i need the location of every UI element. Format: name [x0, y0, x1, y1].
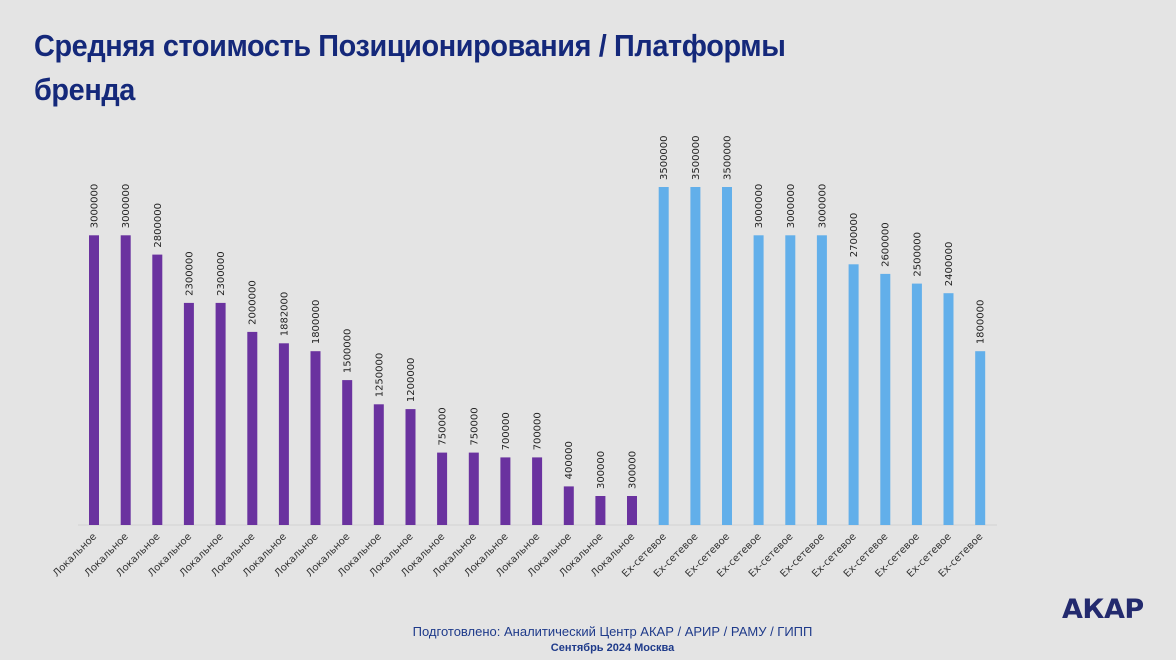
value-label-27: 2500000	[912, 232, 923, 277]
bar-local-8	[310, 351, 321, 525]
value-label-4: 2300000	[184, 251, 195, 296]
value-label-28: 2400000	[944, 242, 955, 287]
value-label-22: 3000000	[754, 184, 765, 229]
value-label-18: 300000	[628, 451, 639, 489]
page-title: Средняя стоимость Позиционирования / Пла…	[34, 24, 797, 112]
bar-local-17	[595, 496, 606, 525]
value-label-11: 1200000	[406, 358, 417, 403]
bar-local-2	[120, 235, 131, 526]
value-label-2: 3000000	[121, 184, 132, 229]
bar-local-1	[89, 235, 99, 526]
value-label-13: 750000	[469, 407, 480, 445]
bar-network-20	[690, 187, 701, 525]
value-labels-group: 3000000 3000000 2800000 2300000 2300000 20000…	[90, 135, 987, 489]
footer-date: Сентябрь 2024 Москва	[550, 642, 675, 654]
value-label-9: 1500000	[343, 329, 354, 374]
value-label-25: 2700000	[849, 213, 860, 258]
value-label-12: 750000	[438, 407, 449, 445]
bar-network-26	[880, 273, 891, 525]
bar-network-27	[911, 283, 922, 525]
bar-network-29	[975, 351, 986, 525]
bar-network-28	[943, 293, 954, 525]
bar-local-9	[342, 380, 353, 525]
akar-logo: АКАР	[1062, 594, 1144, 625]
bar-network-19	[658, 187, 669, 525]
value-label-24: 3000000	[817, 184, 828, 229]
value-label-14: 700000	[501, 412, 512, 450]
bar-network-25	[848, 264, 859, 525]
value-label-7: 1882000	[279, 292, 290, 337]
bar-local-14	[500, 457, 511, 525]
value-label-8: 1800000	[311, 300, 322, 345]
bar-local-4	[183, 302, 194, 525]
bar-local-18	[627, 496, 637, 525]
value-label-20: 3500000	[691, 135, 702, 180]
bar-network-22	[753, 235, 764, 526]
bar-local-10	[373, 404, 384, 525]
title-line-1: Средняя стоимость Позиционирования / Пла…	[34, 28, 786, 63]
bar-local-16	[563, 486, 574, 525]
value-label-29: 1800000	[976, 300, 987, 345]
bar-network-24	[816, 235, 827, 526]
value-label-17: 300000	[596, 451, 607, 489]
footer-source: Подготовлено: Аналитический Центр АКАР /…	[412, 624, 813, 639]
value-label-1: 3000000	[90, 184, 101, 229]
bar-network-23	[785, 235, 796, 526]
category-labels-group: ЛокальноеЛокальноеЛокальноеЛокальноеЛока…	[51, 531, 985, 580]
bar-local-11	[405, 409, 416, 525]
title-line-2: бренда	[34, 72, 135, 107]
value-label-5: 2300000	[216, 251, 227, 296]
bar-local-12	[437, 452, 448, 525]
value-label-3: 2800000	[153, 203, 164, 248]
value-label-23: 3000000	[786, 184, 797, 229]
bar-local-5	[215, 302, 226, 525]
bars-group	[89, 187, 986, 526]
value-label-15: 700000	[533, 412, 544, 450]
value-label-10: 1250000	[374, 353, 385, 398]
value-label-26: 2600000	[881, 222, 892, 267]
bar-local-3	[152, 254, 163, 525]
bar-local-13	[468, 452, 479, 525]
bar-local-7	[278, 343, 289, 525]
value-label-19: 3500000	[659, 135, 670, 180]
bar-local-15	[532, 457, 543, 525]
value-label-6: 2000000	[248, 280, 259, 325]
bar-local-6	[247, 331, 258, 525]
bar-network-21	[722, 187, 732, 525]
value-label-21: 3500000	[723, 135, 734, 180]
value-label-16: 400000	[564, 441, 575, 479]
